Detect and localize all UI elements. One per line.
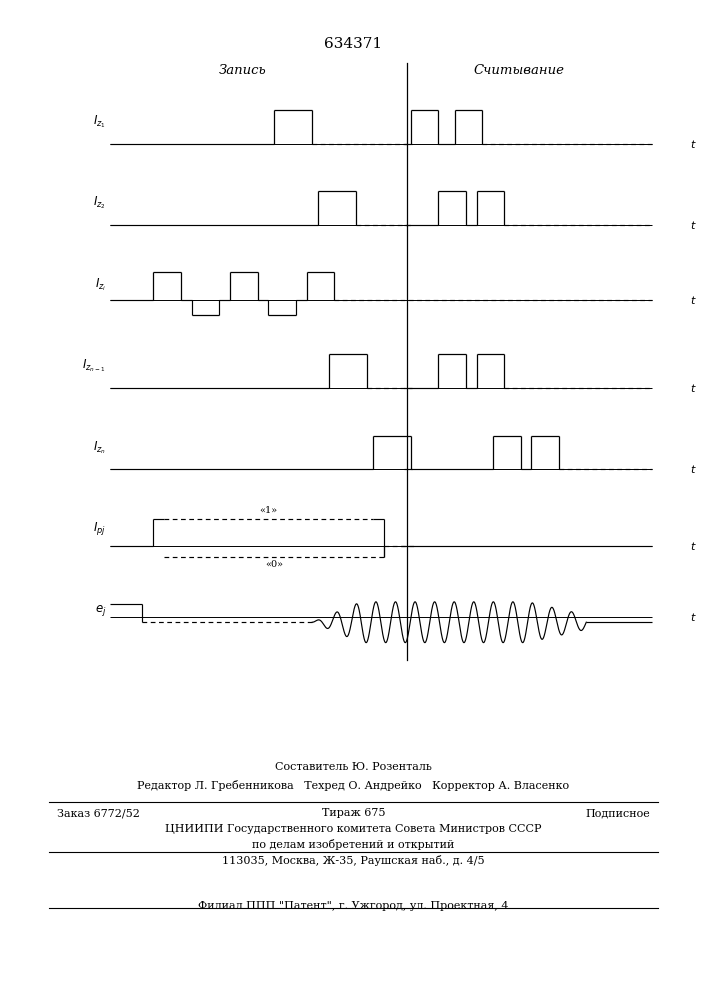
Text: Составитель Ю. Розенталь: Составитель Ю. Розенталь: [275, 762, 432, 772]
Text: Филиал ППП "Патент", г. Ужгород, ул. Проектная, 4: Филиал ППП "Патент", г. Ужгород, ул. Про…: [198, 901, 509, 911]
Text: $I_{z_2}$: $I_{z_2}$: [93, 195, 106, 211]
Text: $t$: $t$: [690, 138, 697, 150]
Text: «0»: «0»: [265, 560, 283, 569]
Text: $I_{pj}$: $I_{pj}$: [93, 520, 106, 537]
Text: $e_j$: $e_j$: [95, 603, 106, 618]
Text: Тираж 675: Тираж 675: [322, 808, 385, 818]
Text: Считывание: Считывание: [474, 64, 565, 77]
Text: $I_{z_i}$: $I_{z_i}$: [95, 276, 106, 293]
Text: $I_{z_n}$: $I_{z_n}$: [93, 439, 106, 456]
Text: $t$: $t$: [690, 382, 697, 394]
Text: Запись: Запись: [219, 64, 267, 77]
Text: $I_{z_{n-1}}$: $I_{z_{n-1}}$: [83, 358, 106, 374]
Text: $I_{z_1}$: $I_{z_1}$: [93, 113, 106, 130]
Text: $t$: $t$: [690, 294, 697, 306]
Text: ЦНИИПИ Государственного комитета Совета Министров СССР: ЦНИИПИ Государственного комитета Совета …: [165, 824, 542, 834]
Text: Заказ 6772/52: Заказ 6772/52: [57, 808, 139, 818]
Text: 634371: 634371: [325, 37, 382, 51]
Text: Подписное: Подписное: [585, 808, 650, 818]
Text: $t$: $t$: [690, 611, 697, 623]
Text: $t$: $t$: [690, 219, 697, 231]
Text: «1»: «1»: [259, 506, 278, 515]
Text: Редактор Л. Гребенникова   Техред О. Андрейко   Корректор А. Власенко: Редактор Л. Гребенникова Техред О. Андре…: [137, 780, 570, 791]
Text: $t$: $t$: [690, 540, 697, 552]
Text: 113035, Москва, Ж-35, Раушская наб., д. 4/5: 113035, Москва, Ж-35, Раушская наб., д. …: [222, 855, 485, 866]
Text: по делам изобретений и открытий: по делам изобретений и открытий: [252, 839, 455, 850]
Text: $t$: $t$: [690, 463, 697, 475]
